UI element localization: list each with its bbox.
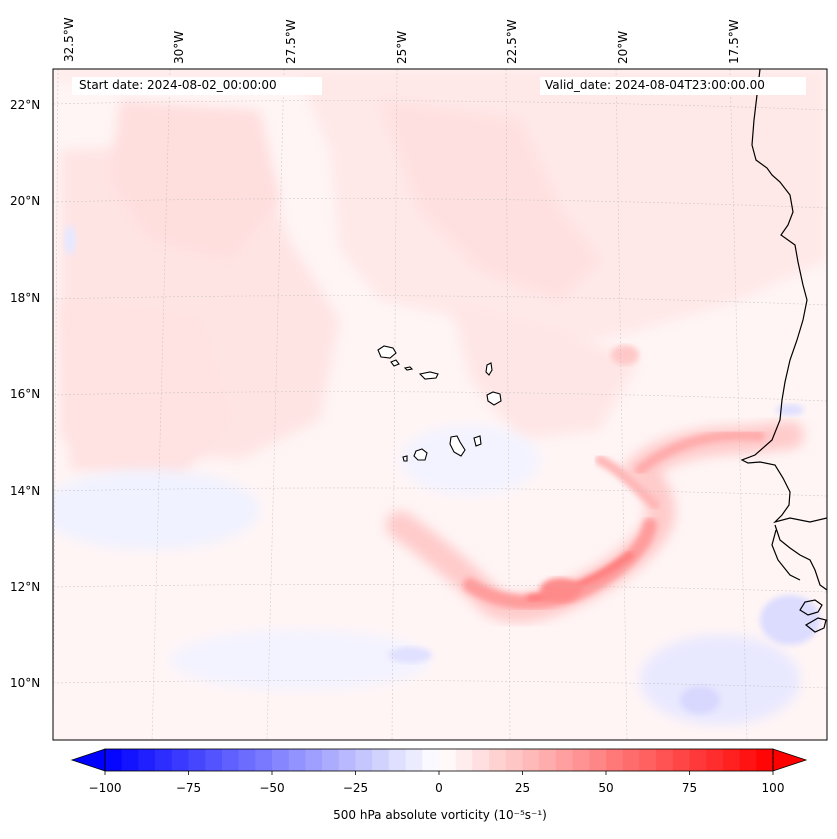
- colorbar-segment: [372, 749, 390, 771]
- colorbar-segment: [338, 749, 356, 771]
- colorbar-segment: [589, 749, 607, 771]
- lat-label-14N: 14°N: [10, 484, 41, 498]
- colorbar-segment: [555, 749, 574, 771]
- colorbar-segment: [355, 749, 373, 771]
- colorbar-segment: [388, 749, 407, 771]
- colorbar-segment: [422, 749, 440, 771]
- sal-island: [485, 362, 493, 376]
- cape-verde-islands: [377, 345, 502, 462]
- colorbar: [70, 748, 808, 775]
- lon-label-27.5W: 27.5°W: [284, 19, 298, 64]
- colorbar-segment: [405, 749, 423, 771]
- start-date-background: [72, 77, 322, 95]
- positive-vorticity-band: [386, 345, 804, 623]
- colorbar-segment: [722, 749, 741, 771]
- vorticity-field: [53, 69, 827, 480]
- colorbar-segment: [205, 749, 223, 771]
- lon-label-20W: 20°W: [616, 30, 630, 64]
- colorbar-ticks: [104, 771, 774, 775]
- santa-luzia-island: [403, 366, 414, 371]
- colorbar-tick-label: −25: [342, 781, 369, 795]
- colorbar-segment: [105, 749, 123, 771]
- colorbar-segment: [522, 749, 540, 771]
- lon-label-32.5W: 32.5°W: [62, 17, 76, 62]
- colorbar-segments: [105, 749, 774, 771]
- colorbar-segment: [539, 749, 557, 771]
- map-panel: [53, 69, 827, 740]
- santo-antao-island: [377, 345, 397, 359]
- boa-vista-island: [486, 391, 502, 406]
- colorbar-segment: [606, 749, 624, 771]
- colorbar-segment: [155, 749, 173, 771]
- lon-label-17.5W: 17.5°W: [727, 19, 741, 64]
- colorbar-label: 500 hPa absolute vorticity (10⁻⁵s⁻¹): [333, 808, 547, 822]
- colorbar-segment: [171, 749, 189, 771]
- colorbar-segment: [489, 749, 507, 771]
- colorbar-segment: [188, 749, 206, 771]
- colorbar-max-extension: [772, 748, 808, 772]
- colorbar-segment: [739, 749, 757, 771]
- colorbar-segment: [305, 749, 323, 771]
- colorbar-segment: [272, 749, 290, 771]
- colorbar-tick-label: 0: [435, 781, 443, 795]
- colorbar-segment: [121, 749, 139, 771]
- colorbar-segment: [439, 749, 457, 771]
- map-frame: [52, 68, 828, 741]
- sao-nicolau-island: [418, 371, 439, 380]
- colorbar-segment: [622, 749, 640, 771]
- lat-label-12N: 12°N: [10, 580, 41, 594]
- coastline-africa: [740, 69, 827, 633]
- lon-label-22.5W: 22.5°W: [505, 19, 519, 64]
- fogo-island: [413, 448, 428, 461]
- santiago-island: [449, 435, 466, 457]
- lat-label-22N: 22°N: [10, 98, 41, 112]
- colorbar-segment: [455, 749, 473, 771]
- brava-island: [402, 455, 408, 462]
- lat-label-20N: 20°N: [10, 194, 41, 208]
- colorbar-segment: [472, 749, 490, 771]
- colorbar-tick-label: −100: [88, 781, 122, 795]
- colorbar-segment: [572, 749, 590, 771]
- colorbar-min-extension: [70, 748, 106, 772]
- colorbar-segment: [639, 749, 657, 771]
- colorbar-segment: [288, 749, 306, 771]
- colorbar-segment: [656, 749, 674, 771]
- colorbar-segment: [689, 749, 707, 771]
- colorbar-segment: [255, 749, 273, 771]
- colorbar-tick-label: −50: [259, 781, 285, 795]
- lon-label-30W: 30°W: [172, 30, 186, 64]
- colorbar-tick-label: 75: [681, 781, 698, 795]
- valid-date-background: [540, 77, 806, 95]
- colorbar-segment: [238, 749, 256, 771]
- colorbar-segment: [672, 749, 690, 771]
- valid-date-label: Valid_date: 2024-08-04T23:00:00.00: [545, 78, 765, 92]
- colorbar-tick-label: 25: [514, 781, 531, 795]
- colorbar-segment: [221, 749, 240, 771]
- start-date-label: Start date: 2024-08-02_00:00:00: [79, 78, 277, 92]
- lat-label-10N: 10°N: [10, 676, 41, 690]
- lat-label-16N: 16°N: [10, 387, 41, 401]
- negative-vorticity-patches: [53, 225, 820, 725]
- maio-island: [473, 435, 482, 447]
- lon-label-25W: 25°W: [395, 30, 409, 64]
- sao-vicente-island: [390, 359, 400, 367]
- colorbar-tick-label: −75: [175, 781, 202, 795]
- colorbar-segment: [138, 749, 156, 771]
- colorbar-tick-label: 50: [598, 781, 614, 795]
- lat-label-18N: 18°N: [10, 291, 41, 305]
- colorbar-segment: [505, 749, 523, 771]
- colorbar-segment: [706, 749, 724, 771]
- colorbar-tick-label: 100: [761, 781, 785, 795]
- colorbar-segment: [322, 749, 340, 771]
- colorbar-segment: [756, 749, 774, 771]
